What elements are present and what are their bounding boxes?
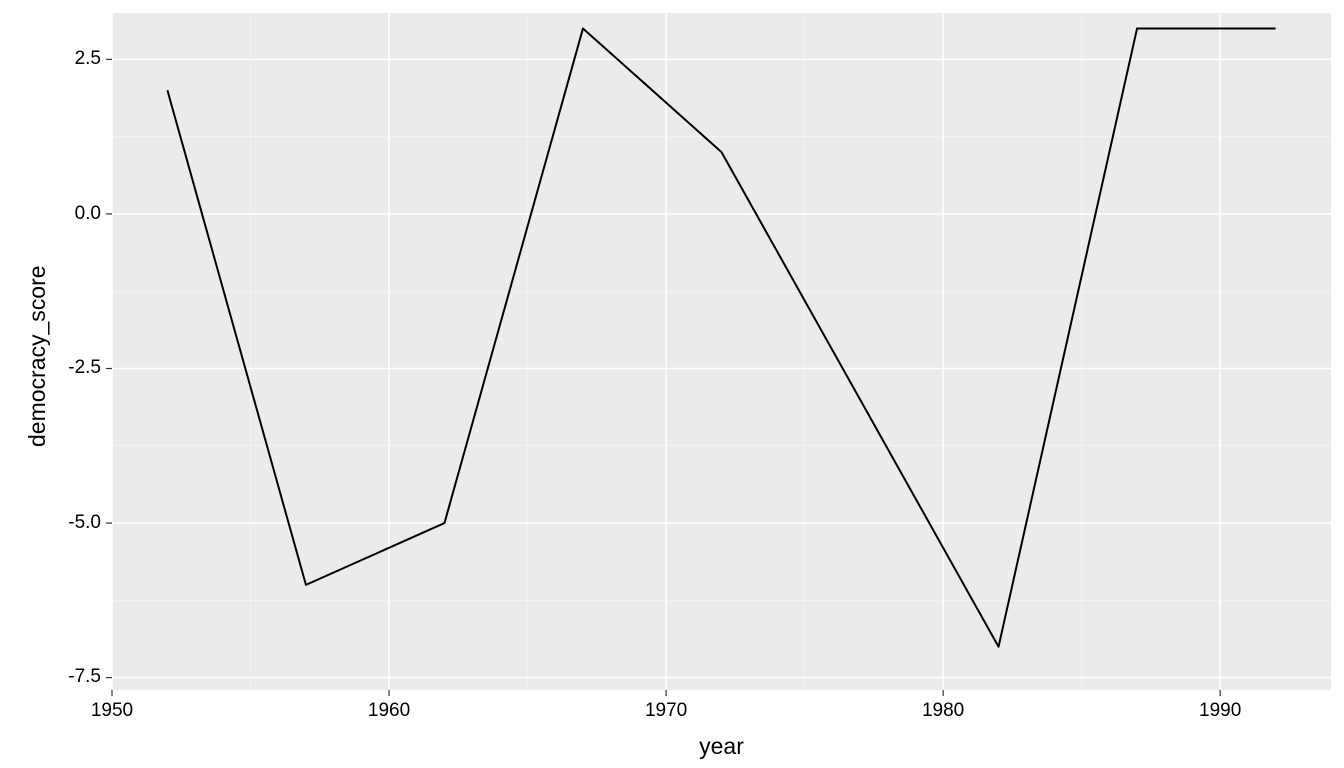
y-tick-label: -2.5 — [68, 357, 101, 379]
y-tick-label: -5.0 — [68, 512, 101, 534]
x-tick-label: 1950 — [87, 700, 137, 722]
y-axis-title: democracy_score — [24, 265, 51, 447]
x-tick-label: 1990 — [1195, 700, 1245, 722]
line-chart: -7.5-5.0-2.50.02.5 19501960197019801990 … — [0, 0, 1344, 768]
x-tick-label: 1980 — [918, 700, 968, 722]
chart-svg — [0, 0, 1344, 768]
y-tick-label: 0.0 — [75, 203, 101, 225]
y-tick-label: 2.5 — [75, 48, 101, 70]
x-tick-label: 1970 — [641, 700, 691, 722]
y-tick-label: -7.5 — [68, 666, 101, 688]
x-axis-title: year — [112, 733, 1331, 760]
x-tick-label: 1960 — [364, 700, 414, 722]
